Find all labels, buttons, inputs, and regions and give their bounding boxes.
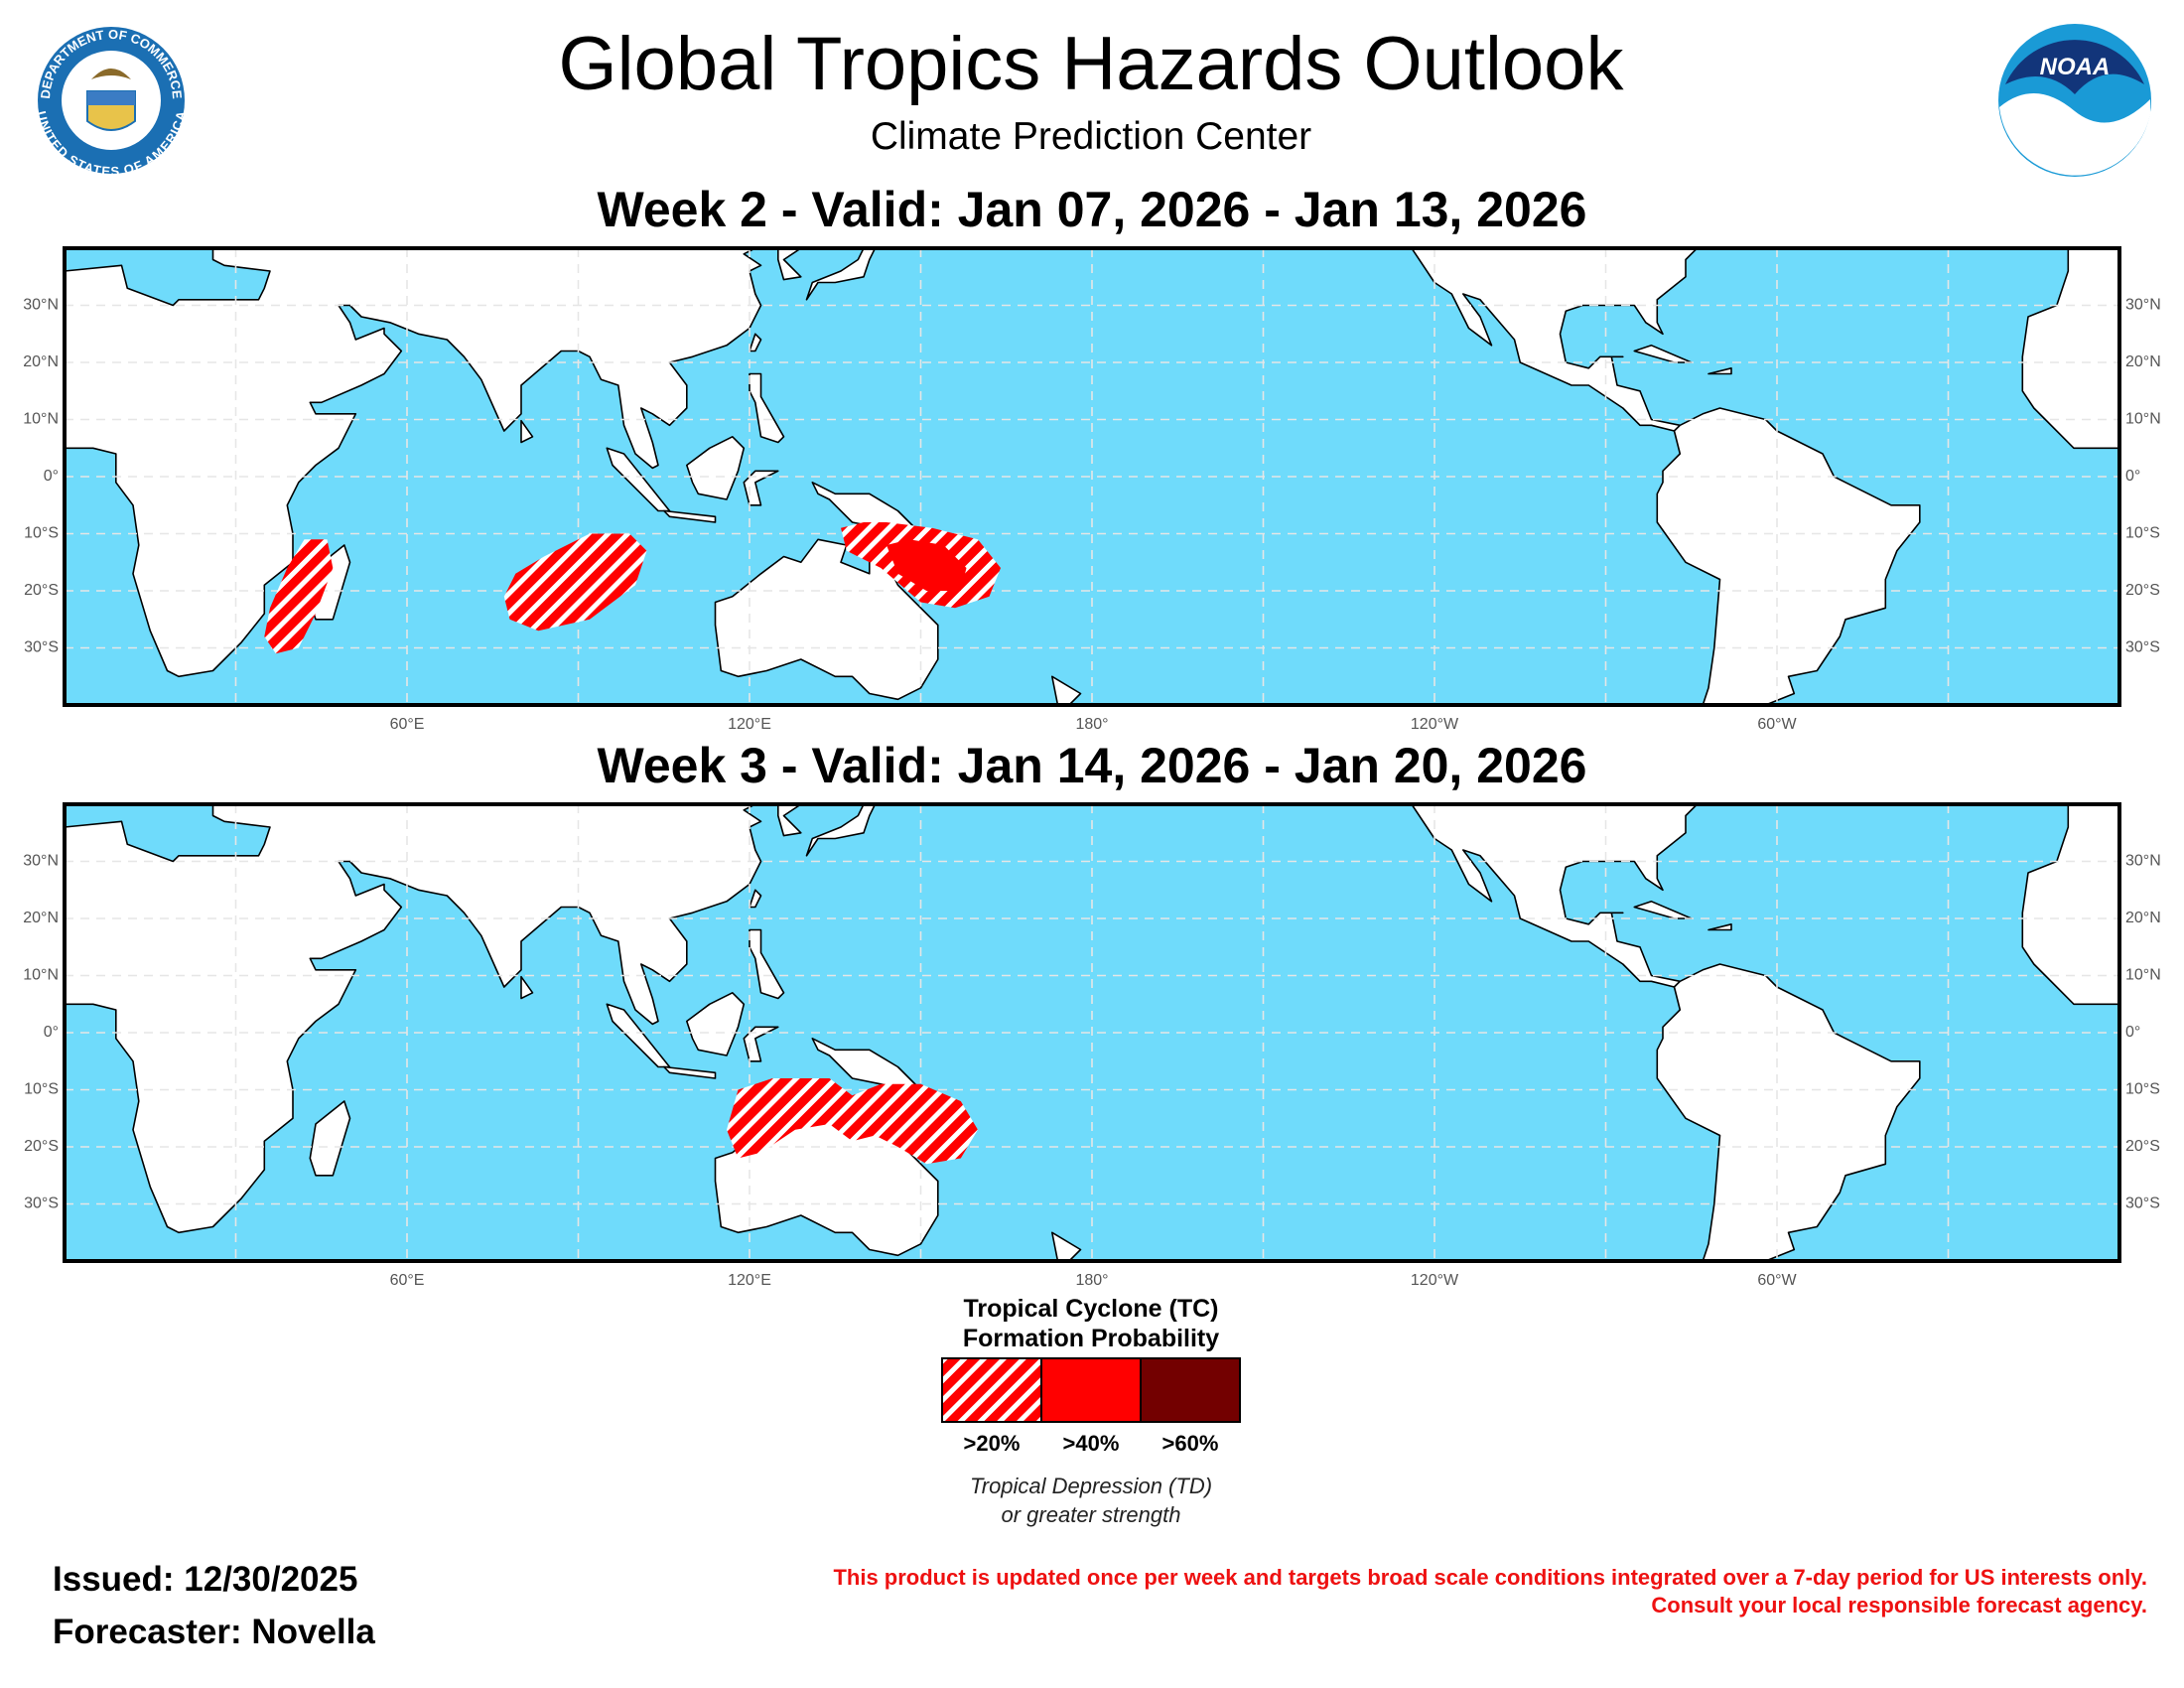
lat-label: 10°S xyxy=(24,525,59,542)
lon-label: 60°E xyxy=(390,716,425,733)
lat-label: 20°S xyxy=(24,582,59,599)
hazard-area xyxy=(887,539,967,591)
lat-label: 10°S xyxy=(2125,1081,2160,1098)
hazard-areas xyxy=(264,522,1001,654)
map-border xyxy=(63,802,2121,1263)
legend-swatch xyxy=(941,1357,1042,1423)
lon-label: 120°W xyxy=(1411,1272,1459,1289)
disclaimer: This product is updated once per week an… xyxy=(833,1565,2147,1590)
hazard-area xyxy=(727,1078,978,1165)
lat-label: 20°S xyxy=(2125,582,2160,599)
lat-label: 0° xyxy=(44,468,59,485)
noaa-logo: NOAA xyxy=(1998,24,2151,177)
legend-label: >40% xyxy=(1063,1431,1120,1456)
subtitle: Climate Prediction Center xyxy=(871,115,1311,158)
hazard-areas xyxy=(727,1078,978,1165)
lat-label: 30°N xyxy=(23,853,59,870)
lat-label: 0° xyxy=(2125,1024,2140,1041)
lat-label: 30°N xyxy=(2125,297,2161,314)
lon-label: 60°W xyxy=(1757,1272,1797,1289)
lat-label: 10°N xyxy=(2125,967,2161,984)
legend-note: Tropical Depression (TD) xyxy=(970,1474,1212,1498)
map-border xyxy=(63,246,2121,707)
legend-label: >60% xyxy=(1162,1431,1219,1456)
legend-label: >20% xyxy=(964,1431,1021,1456)
legend-note: or greater strength xyxy=(1002,1502,1181,1527)
lat-label: 10°S xyxy=(2125,525,2160,542)
lat-label: 30°S xyxy=(2125,1196,2160,1212)
lat-label: 20°N xyxy=(23,910,59,926)
hazard-area xyxy=(264,539,334,654)
lon-label: 120°E xyxy=(728,1272,771,1289)
legend-swatch xyxy=(1140,1357,1241,1423)
lat-label: 20°S xyxy=(24,1138,59,1155)
noaa-text: NOAA xyxy=(2040,54,2111,80)
lon-label: 60°W xyxy=(1757,716,1797,733)
lat-label: 20°N xyxy=(23,353,59,370)
lat-label: 0° xyxy=(2125,468,2140,485)
map-body xyxy=(65,248,2119,705)
lat-label: 20°N xyxy=(2125,353,2161,370)
lat-label: 30°S xyxy=(24,1196,59,1212)
map-body xyxy=(65,804,2119,1261)
lon-label: 120°E xyxy=(728,716,771,733)
lat-label: 10°S xyxy=(24,1081,59,1098)
legend-title: Formation Probability xyxy=(963,1325,1219,1352)
lat-label: 10°N xyxy=(23,411,59,428)
lat-label: 30°N xyxy=(2125,853,2161,870)
map-panel xyxy=(63,802,2121,1263)
lat-label: 0° xyxy=(44,1024,59,1041)
issued: Issued: 12/30/2025 xyxy=(53,1560,357,1599)
map-title: Week 3 - Valid: Jan 14, 2026 - Jan 20, 2… xyxy=(598,738,1587,793)
lat-label: 30°N xyxy=(23,297,59,314)
legend: Tropical Cyclone (TC) Formation Probabil… xyxy=(941,1295,1241,1527)
lon-label: 180° xyxy=(1075,716,1108,733)
lat-label: 20°N xyxy=(2125,910,2161,926)
lat-label: 10°N xyxy=(2125,411,2161,428)
title: Global Tropics Hazards Outlook xyxy=(559,22,1625,106)
map-panel xyxy=(63,246,2121,707)
hazard-area xyxy=(503,533,647,632)
map-title: Week 2 - Valid: Jan 07, 2026 - Jan 13, 2… xyxy=(598,182,1587,237)
lat-label: 30°S xyxy=(24,639,59,656)
lat-label: 20°S xyxy=(2125,1138,2160,1155)
legend-swatch xyxy=(1040,1357,1142,1423)
lat-label: 10°N xyxy=(23,967,59,984)
lon-label: 60°E xyxy=(390,1272,425,1289)
lon-label: 120°W xyxy=(1411,716,1459,733)
legend-title: Tropical Cyclone (TC) xyxy=(964,1295,1219,1323)
commerce-seal: DEPARTMENT OF COMMERCE UNITED STATES OF … xyxy=(34,27,189,179)
disclaimer: Consult your local responsible forecast … xyxy=(1651,1593,2147,1618)
lon-label: 180° xyxy=(1075,1272,1108,1289)
lat-label: 30°S xyxy=(2125,639,2160,656)
forecaster: Forecaster: Novella xyxy=(53,1613,375,1651)
